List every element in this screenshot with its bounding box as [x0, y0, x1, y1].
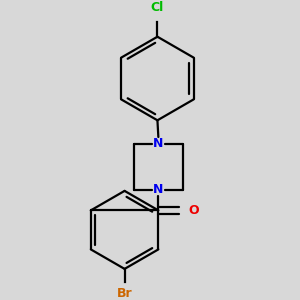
Text: N: N — [153, 137, 164, 150]
Text: N: N — [153, 184, 164, 196]
Text: O: O — [188, 204, 199, 217]
Text: Br: Br — [117, 287, 132, 300]
Text: Cl: Cl — [151, 2, 164, 14]
